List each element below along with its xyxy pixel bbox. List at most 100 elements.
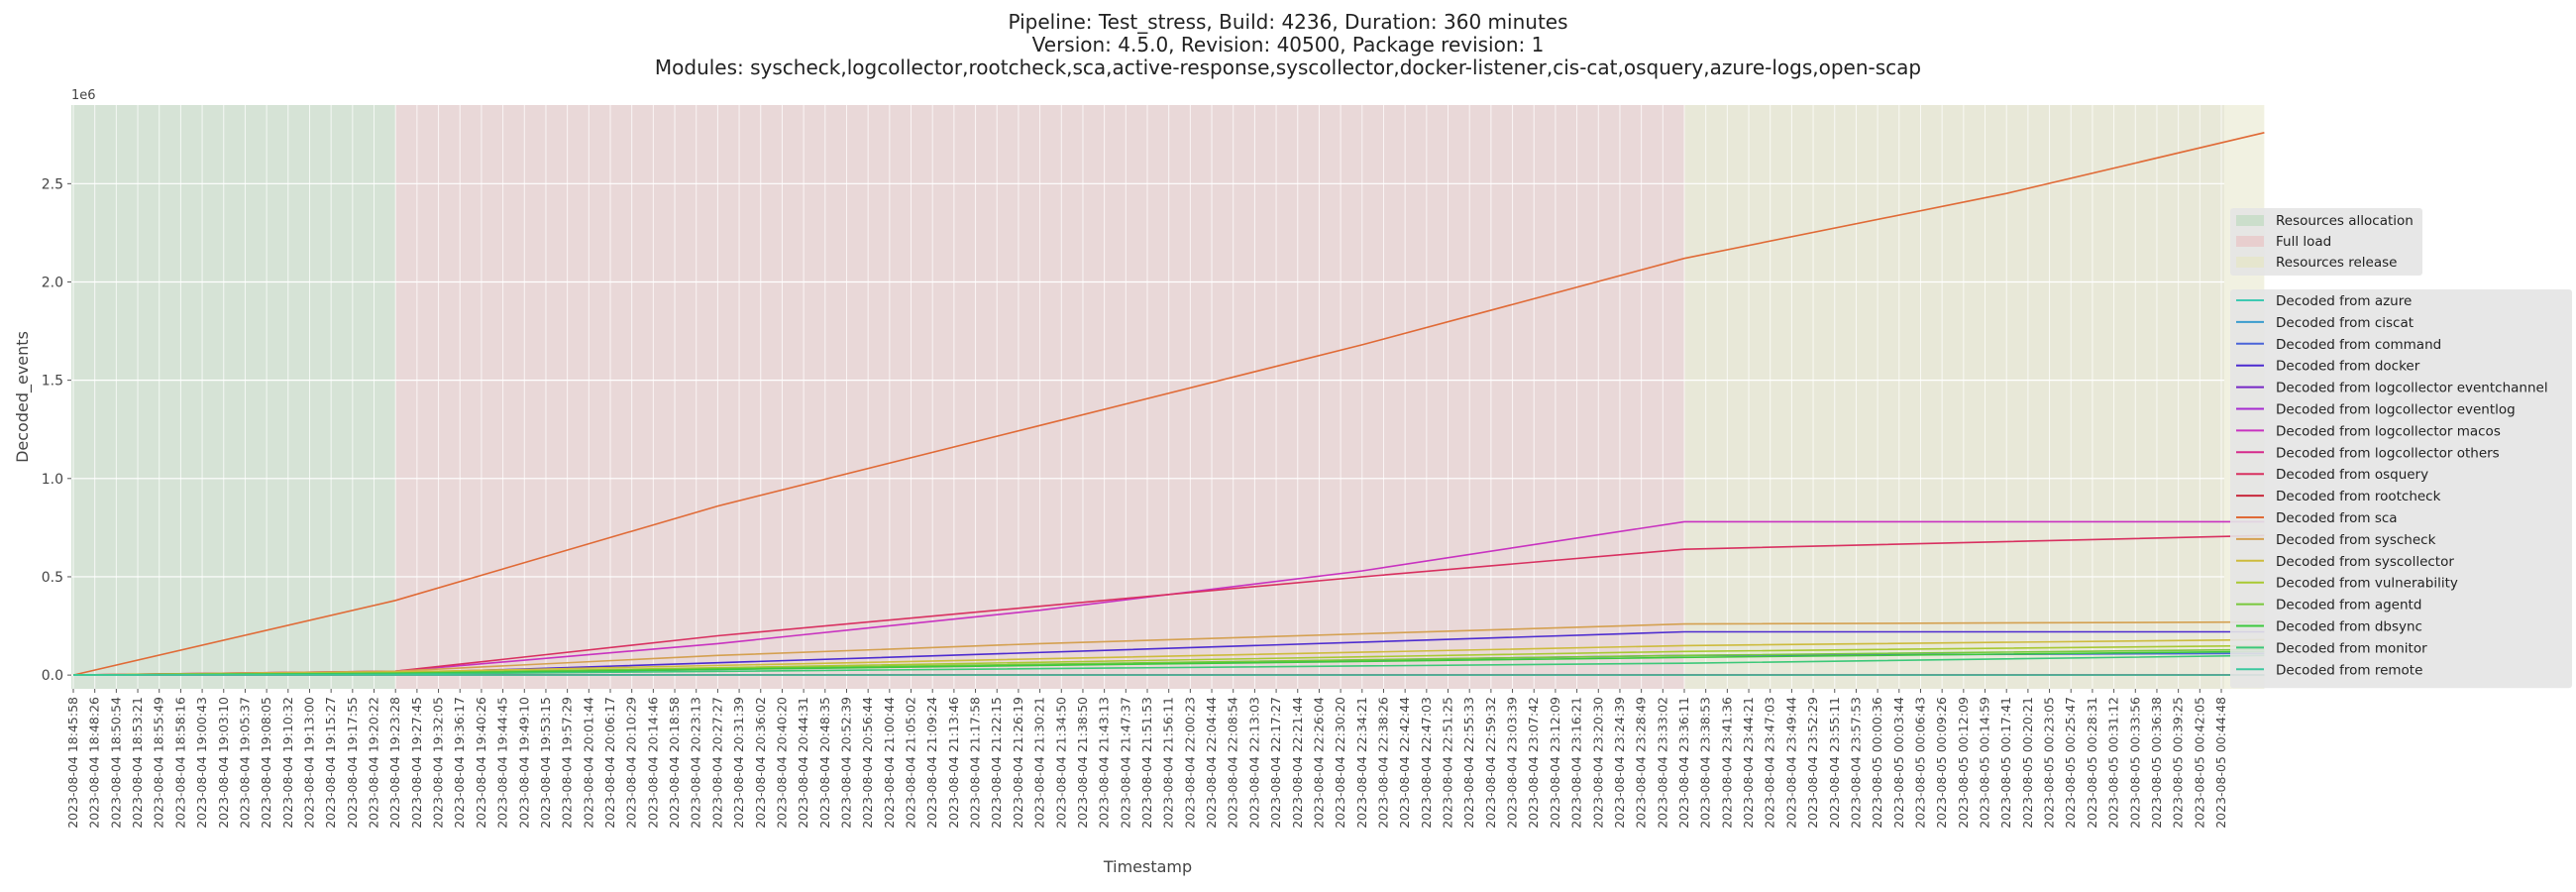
y-tick-label: 2.5	[42, 176, 63, 192]
x-tick-label: 2023-08-04 23:57:53	[1848, 697, 1863, 829]
x-tick-label: 2023-08-04 23:47:03	[1763, 697, 1777, 829]
legend-label: Resources allocation	[2276, 213, 2414, 229]
legend-label: Decoded from vulnerability	[2276, 576, 2458, 592]
x-tick-label: 2023-08-04 21:13:46	[946, 697, 961, 829]
legend-label: Decoded from logcollector eventchannel	[2276, 381, 2548, 396]
x-tick-label: 2023-08-05 00:00:36	[1870, 697, 1884, 829]
x-tick-label: 2023-08-04 21:17:58	[968, 697, 983, 829]
x-tick-label: 2023-08-04 19:13:00	[301, 697, 316, 829]
x-tick-label: 2023-08-05 00:33:56	[2127, 697, 2142, 829]
x-tick-label: 2023-08-05 00:39:25	[2171, 697, 2186, 829]
legend-label: Decoded from rootcheck	[2276, 489, 2441, 504]
legend-label: Decoded from monitor	[2276, 640, 2427, 656]
x-tick-label: 2023-08-04 20:14:46	[645, 697, 660, 829]
x-tick-label: 2023-08-04 19:32:05	[431, 697, 446, 829]
x-tick-label: 2023-08-04 20:56:44	[860, 697, 875, 829]
legend-label: Decoded from ciscat	[2276, 315, 2414, 331]
y-axis-label: Decoded_events	[13, 331, 33, 463]
phase-span	[1684, 105, 2265, 689]
x-tick-label: 2023-08-04 19:15:27	[323, 697, 338, 829]
x-tick-label: 2023-08-05 00:14:59	[1978, 697, 1992, 829]
x-tick-label: 2023-08-05 00:06:43	[1912, 697, 1927, 829]
x-tick-label: 2023-08-04 22:51:25	[1441, 697, 1455, 829]
x-tick-label: 2023-08-04 22:04:44	[1204, 697, 1219, 829]
x-tick-label: 2023-08-05 00:42:05	[2192, 697, 2206, 829]
x-tick-label: 2023-08-05 00:23:05	[2042, 697, 2057, 829]
x-tick-label: 2023-08-04 20:10:29	[624, 697, 639, 829]
x-tick-label: 2023-08-04 20:40:20	[774, 697, 789, 829]
y-tick-label: 2.0	[42, 275, 63, 290]
legend-label: Decoded from syscollector	[2276, 554, 2454, 570]
x-tick-label: 2023-08-04 18:45:58	[65, 697, 80, 829]
x-tick-label: 2023-08-04 22:21:44	[1290, 697, 1305, 829]
x-tick-label: 2023-08-04 23:20:30	[1590, 697, 1605, 829]
x-tick-label: 2023-08-04 19:36:17	[452, 697, 467, 829]
series-line	[72, 620, 2265, 676]
x-tick-label: 2023-08-04 21:09:24	[924, 697, 939, 829]
x-tick-label: 2023-08-04 21:05:02	[904, 697, 918, 829]
legend-label: Decoded from dbsync	[2276, 619, 2422, 635]
x-tick-label: 2023-08-04 23:55:11	[1827, 697, 1842, 829]
x-tick-label: 2023-08-04 19:00:43	[194, 697, 209, 829]
x-tick-label: 2023-08-04 22:55:33	[1461, 697, 1476, 829]
x-tick-label: 2023-08-04 19:49:10	[516, 697, 531, 829]
axes: 2023-08-04 18:45:58 2023-08-04 18:48:26 20…	[13, 88, 2228, 876]
y-tick-label: 1.5	[42, 374, 63, 390]
x-tick-label: 2023-08-04 21:30:21	[1032, 697, 1047, 829]
x-tick-label: 2023-08-04 23:03:39	[1505, 697, 1520, 829]
x-axis-label: Timestamp	[1103, 857, 1192, 876]
x-tick-label: 2023-08-04 22:17:27	[1268, 697, 1283, 829]
legend-box-phases	[2230, 208, 2422, 276]
x-tick-label: 2023-08-04 18:55:49	[152, 697, 166, 829]
x-tick-label: 2023-08-04 19:08:05	[259, 697, 273, 829]
legend-label: Decoded from logcollector macos	[2276, 423, 2501, 439]
x-tick-label: 2023-08-04 19:40:26	[474, 697, 488, 829]
x-tick-label: 2023-08-04 20:48:35	[817, 697, 832, 829]
x-tick-label: 2023-08-04 22:42:44	[1397, 697, 1412, 829]
x-tick-label: 2023-08-04 22:08:54	[1226, 697, 1240, 829]
legend-label: Decoded from remote	[2276, 662, 2422, 678]
x-tick-label: 2023-08-04 23:49:44	[1783, 697, 1798, 829]
x-tick-label: 2023-08-04 20:31:39	[731, 697, 746, 829]
legend-label: Decoded from agentd	[2276, 598, 2421, 613]
legend-label: Decoded from syscheck	[2276, 532, 2436, 548]
y-tick-label: 0.0	[42, 668, 63, 684]
x-tick-label: 2023-08-04 20:27:27	[709, 697, 724, 829]
x-tick-label: 2023-08-04 20:06:17	[602, 697, 617, 829]
x-tick-label: 2023-08-04 23:24:39	[1612, 697, 1627, 829]
x-tick-label: 2023-08-04 23:16:21	[1569, 697, 1584, 829]
x-tick-label: 2023-08-04 22:00:23	[1182, 697, 1197, 829]
x-tick-label: 2023-08-04 20:23:13	[689, 697, 703, 829]
x-tick-label: 2023-08-04 23:38:53	[1698, 697, 1713, 829]
x-tick-label: 2023-08-04 22:38:26	[1375, 697, 1390, 829]
legend-label: Decoded from logcollector eventlog	[2276, 402, 2516, 418]
legend-label: Full load	[2276, 234, 2331, 250]
x-tick-label: 2023-08-04 20:01:44	[581, 697, 595, 829]
x-tick-label: 2023-08-04 19:23:28	[387, 697, 402, 829]
legend-label: Decoded from logcollector others	[2276, 445, 2500, 461]
x-tick-label: 2023-08-04 19:53:15	[538, 697, 553, 829]
legend: Resources allocation Full load Resources r…	[2230, 208, 2572, 689]
x-tick-label: 2023-08-04 20:44:31	[796, 697, 810, 829]
x-tick-label: 2023-08-04 23:41:36	[1719, 697, 1734, 829]
x-tick-label: 2023-08-04 18:48:26	[87, 697, 102, 829]
phase-span	[71, 105, 396, 689]
x-tick-label: 2023-08-04 18:58:16	[172, 697, 187, 829]
x-tick-label: 2023-08-04 21:34:50	[1053, 697, 1068, 829]
x-tick-label: 2023-08-05 00:20:21	[2020, 697, 2035, 829]
x-tick-label: 2023-08-04 22:34:21	[1354, 697, 1369, 829]
x-tick-label: 2023-08-04 19:20:22	[367, 697, 381, 829]
x-tick-label: 2023-08-04 22:30:20	[1333, 697, 1347, 829]
x-tick-label: 2023-08-04 23:36:11	[1676, 697, 1691, 829]
x-tick-label: 2023-08-05 00:25:47	[2063, 697, 2078, 829]
x-tick-label: 2023-08-04 19:10:32	[280, 697, 295, 829]
y-tick-label: 0.5	[42, 570, 63, 586]
x-tick-label: 2023-08-04 20:52:39	[838, 697, 853, 829]
x-tick-label: 2023-08-04 22:59:32	[1483, 697, 1498, 829]
x-tick-label: 2023-08-04 21:22:15	[989, 697, 1004, 829]
chart-title-line1: Pipeline: Test_stress, Build: 4236, Dura…	[1008, 10, 1568, 34]
x-tick-label: 2023-08-04 21:47:37	[1118, 697, 1132, 829]
legend-swatch	[2236, 257, 2264, 268]
x-tick-label: 2023-08-04 19:27:45	[409, 697, 424, 829]
x-tick-label: 2023-08-04 22:13:03	[1246, 697, 1261, 829]
